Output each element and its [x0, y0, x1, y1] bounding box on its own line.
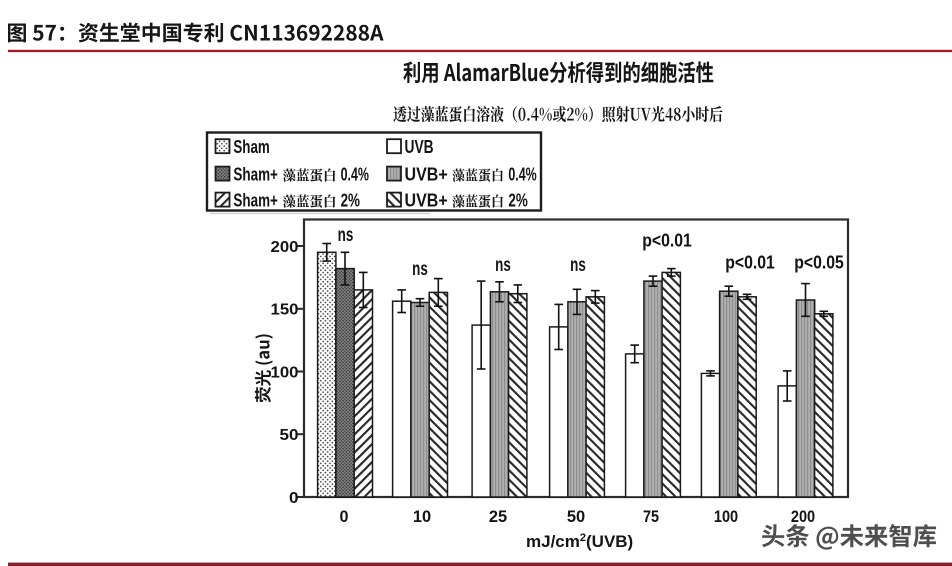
- svg-text:ns: ns: [338, 225, 354, 246]
- svg-text:UVB+: UVB+: [405, 190, 448, 210]
- svg-text:Sham+: Sham+: [233, 164, 278, 184]
- svg-text:p<0.01: p<0.01: [725, 253, 775, 273]
- svg-text:0: 0: [340, 508, 349, 526]
- svg-text:100: 100: [714, 508, 738, 526]
- svg-text:200: 200: [791, 508, 815, 526]
- svg-text:25: 25: [489, 508, 507, 526]
- svg-text:2%: 2%: [508, 190, 527, 210]
- svg-text:0.4%: 0.4%: [508, 164, 536, 184]
- svg-text:p<0.05: p<0.05: [794, 253, 844, 273]
- svg-text:0.4%: 0.4%: [341, 164, 369, 184]
- svg-text:Sham+: Sham+: [233, 190, 278, 210]
- svg-text:UVB: UVB: [405, 137, 434, 157]
- svg-text:10: 10: [413, 508, 431, 526]
- svg-text:200: 200: [271, 239, 299, 256]
- svg-text:150: 150: [271, 302, 299, 319]
- svg-text:ns: ns: [412, 259, 428, 280]
- svg-text:2%: 2%: [341, 190, 360, 210]
- svg-text:Sham: Sham: [233, 137, 269, 157]
- svg-text:50: 50: [567, 508, 585, 526]
- svg-text:ns: ns: [570, 255, 586, 276]
- svg-text:75: 75: [643, 508, 659, 526]
- svg-text:p<0.01: p<0.01: [642, 231, 692, 251]
- svg-text:ns: ns: [495, 255, 511, 276]
- svg-text:50: 50: [280, 427, 299, 444]
- svg-text:UVB+: UVB+: [405, 164, 448, 184]
- svg-text:0: 0: [289, 490, 299, 507]
- svg-text:100: 100: [271, 364, 299, 381]
- svg-text:mJ/cm2(UVB): mJ/cm2(UVB): [526, 532, 633, 551]
